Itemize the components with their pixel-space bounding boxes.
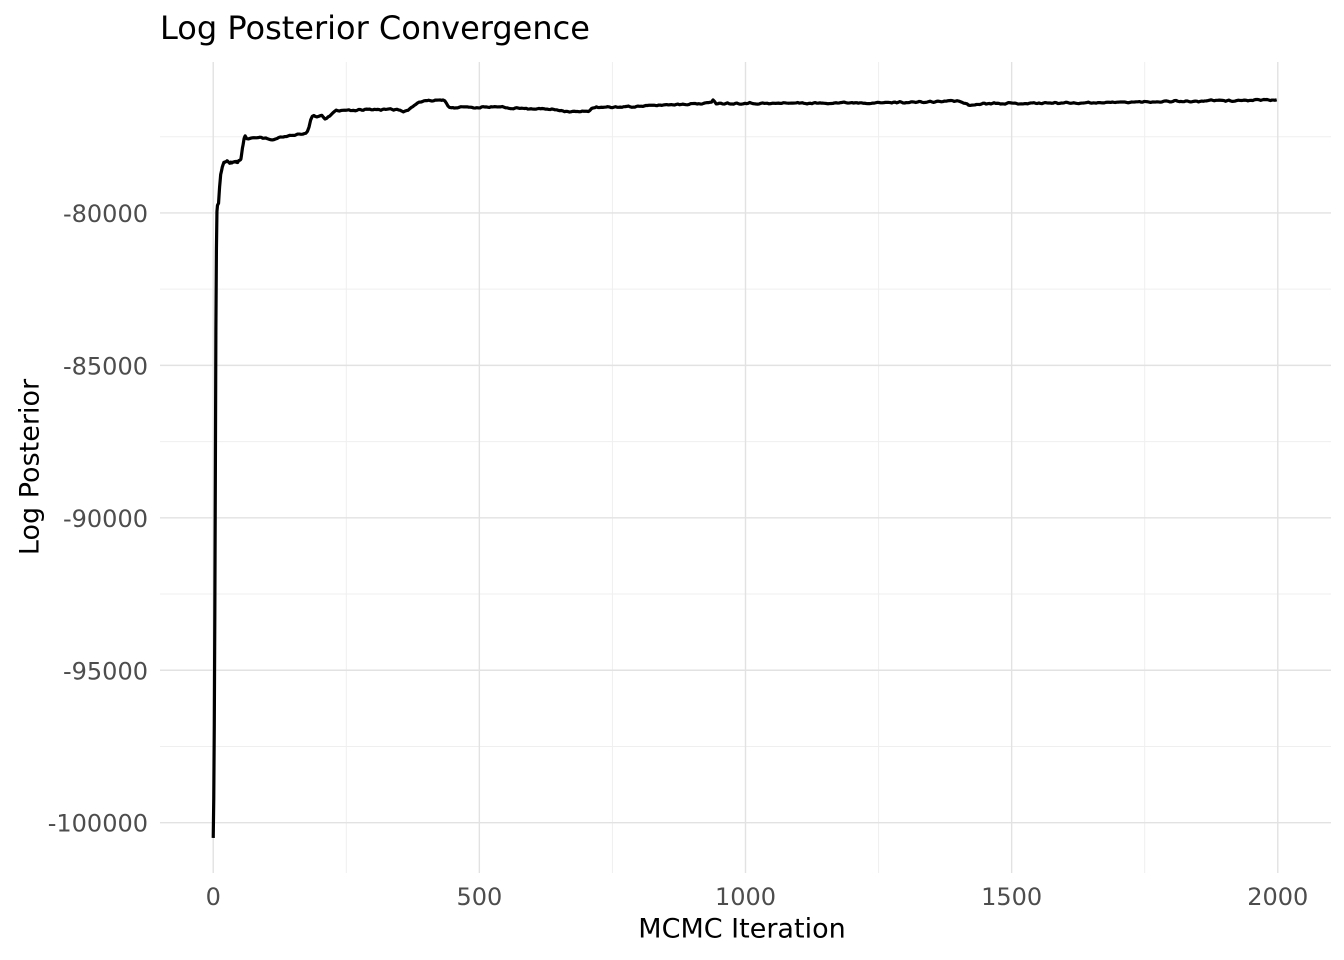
y-tick-label: -85000 [63, 352, 148, 380]
y-tick-label: -80000 [63, 200, 148, 228]
logposterior-trace-line [211, 97, 1278, 838]
x-tick-label: 0 [206, 883, 221, 911]
y-axis-title: Log Posterior [14, 378, 46, 556]
x-tick-label: 1500 [981, 883, 1042, 911]
y-tick-label: -100000 [48, 810, 148, 838]
x-tick-label: 1000 [715, 883, 776, 911]
y-tick-label: -95000 [63, 657, 148, 685]
x-tick-label: 500 [456, 883, 502, 911]
y-tick-label: -90000 [63, 505, 148, 533]
chart-title: Log Posterior Convergence [160, 9, 590, 47]
x-tick-label: 2000 [1247, 883, 1308, 911]
x-axis-title: MCMC Iteration [638, 913, 846, 945]
